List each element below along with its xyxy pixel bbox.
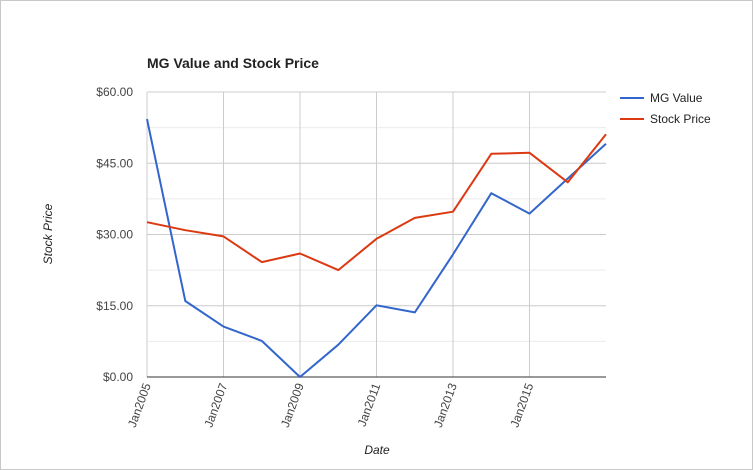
- x-tick-label: Jan2013: [431, 381, 460, 429]
- x-axis-ticks: Jan2005 Jan2007 Jan2009 Jan2011 Jan2013 Jan20…: [125, 381, 537, 429]
- series-line-stock-price: [146, 133, 607, 272]
- y-axis-ticks: $0.00 $15.00 $30.00 $45.00 $60.00: [96, 85, 133, 384]
- chart-title: MG Value and Stock Price: [147, 55, 319, 71]
- legend-label-stock-price: Stock Price: [650, 112, 711, 126]
- x-tick-label: Jan2015: [507, 381, 536, 429]
- y-axis-title: Stock Price: [41, 203, 55, 264]
- y-tick-label: $30.00: [96, 228, 133, 242]
- x-tick-label: Jan2005: [125, 381, 154, 429]
- y-tick-label: $60.00: [96, 85, 133, 99]
- series-line-mg-value: [146, 118, 607, 378]
- y-tick-label: $45.00: [96, 156, 133, 170]
- y-tick-label: $0.00: [103, 370, 133, 384]
- legend-label-mg-value: MG Value: [650, 91, 703, 105]
- legend: MG Value Stock Price: [620, 91, 711, 126]
- series-lines: [146, 118, 607, 378]
- y-tick-label: $15.00: [96, 299, 133, 313]
- x-tick-label: Jan2009: [278, 381, 307, 429]
- x-tick-label: Jan2007: [201, 381, 230, 429]
- x-axis-title: Date: [364, 443, 390, 457]
- x-tick-label: Jan2011: [355, 381, 384, 429]
- gridlines: [146, 91, 606, 377]
